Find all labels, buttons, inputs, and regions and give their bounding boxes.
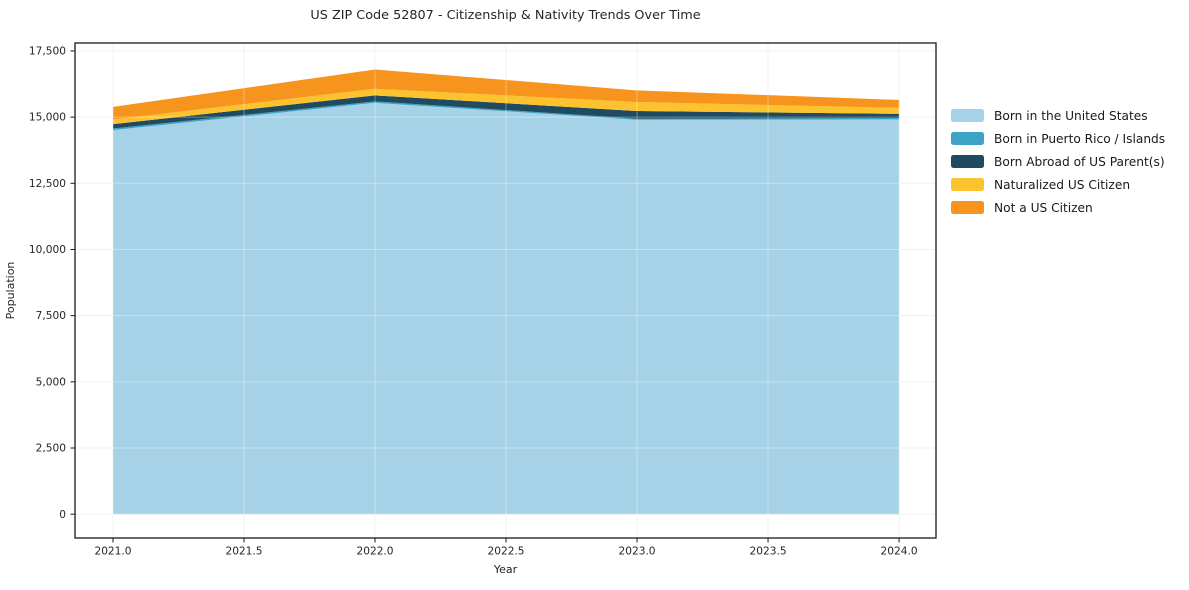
y-tick-label: 0 <box>59 509 66 521</box>
x-tick-label: 2023.5 <box>750 546 787 558</box>
y-tick-label: 5,000 <box>36 376 67 388</box>
area-series <box>113 69 900 515</box>
legend-item-label: Born in Puerto Rico / Islands <box>994 131 1166 146</box>
x-tick-label: 2021.0 <box>94 546 131 558</box>
y-tick-label: 7,500 <box>36 310 67 322</box>
legend-item-label: Naturalized US Citizen <box>994 177 1131 192</box>
plot-border <box>74 42 937 539</box>
x-tick-label: 2021.5 <box>225 546 262 558</box>
gridline-overlay <box>75 43 936 538</box>
chart-legend: Born in the United States Born in Puerto … <box>951 104 1165 219</box>
y-tick-label: 15,000 <box>29 112 66 124</box>
tick-marks <box>70 50 900 543</box>
area-band <box>113 69 900 120</box>
x-tick-labels: 2021.0 2021.5 2022.0 2022.5 2023.0 2023.5 2024… <box>94 546 917 558</box>
legend-item: Born in the United States <box>951 104 1165 127</box>
legend-item: Not a US Citizen <box>951 196 1165 219</box>
x-axis-label: Year <box>493 563 518 576</box>
y-tick-label: 17,500 <box>29 46 66 58</box>
y-axis-label: Population <box>4 262 17 320</box>
legend-swatch-icon <box>951 109 984 122</box>
x-tick-label: 2024.0 <box>881 546 918 558</box>
area-band <box>113 102 900 515</box>
legend-item: Naturalized US Citizen <box>951 173 1165 196</box>
legend-item: Born Abroad of US Parent(s) <box>951 150 1165 173</box>
legend-swatch-icon <box>951 155 984 168</box>
legend-item-label: Born in the United States <box>994 108 1148 123</box>
y-tick-label: 2,500 <box>36 443 67 455</box>
legend-swatch-icon <box>951 201 984 214</box>
x-tick-label: 2022.0 <box>356 546 393 558</box>
legend-item: Born in Puerto Rico / Islands <box>951 127 1165 150</box>
area-band <box>113 88 900 125</box>
y-tick-label: 10,000 <box>29 244 66 256</box>
legend-swatch-icon <box>951 132 984 145</box>
legend-item-label: Not a US Citizen <box>994 200 1093 215</box>
area-band <box>113 95 900 129</box>
legend-item-label: Born Abroad of US Parent(s) <box>994 154 1165 169</box>
legend-swatch-icon <box>951 178 984 191</box>
y-tick-label: 12,500 <box>29 178 66 190</box>
x-tick-label: 2022.5 <box>487 546 524 558</box>
chart-title: US ZIP Code 52807 - Citizenship & Nativi… <box>310 8 701 23</box>
x-tick-label: 2023.0 <box>618 546 655 558</box>
y-tick-labels: 0 2,500 5,000 7,500 10,000 12,500 15,000 17,500 <box>29 46 66 521</box>
area-band <box>113 101 900 131</box>
